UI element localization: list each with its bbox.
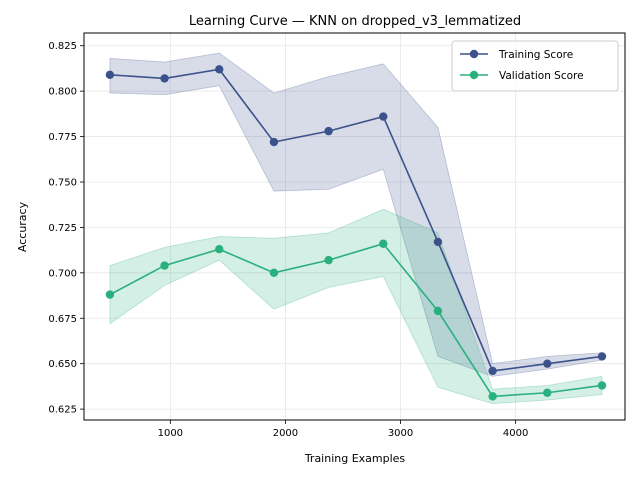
y-axis-label: Accuracy [16,201,29,252]
series-line [109,242,603,398]
series-point [215,65,224,74]
series-point [543,359,552,368]
series-point [543,388,552,397]
plot-frame [83,32,626,421]
y-tick-label: 0.625 [48,405,77,416]
series-point [215,245,224,254]
series-point [379,112,388,121]
series-point [597,381,607,390]
y-tick-label: 0.750 [48,177,77,188]
series-point [488,392,497,401]
series-point [269,137,279,147]
legend: Training Score Validation Score [451,40,619,92]
y-tick-label: 0.700 [48,268,77,279]
legend-marker [469,70,479,80]
x-tick-label: 1000 [158,428,183,439]
legend-label: Training Score [498,49,573,61]
series-point [488,366,497,376]
series-point [379,239,388,248]
chart-title: Learning Curve — KNN on dropped_v3_lemma… [189,14,521,29]
legend-marker [469,49,479,59]
confidence-bands [109,52,603,405]
x-tick-label: 3000 [388,428,413,439]
series-band [109,208,603,405]
series-point [160,261,169,270]
series-point [105,290,115,299]
series-points [105,65,607,401]
legend-label: Validation Score [499,70,584,82]
x-tick-label: 4000 [503,428,528,439]
y-tick-label: 0.775 [48,132,77,143]
series-line [109,68,603,372]
y-tick-label: 0.650 [48,359,77,370]
x-axis-label: Training Examples [304,452,406,465]
x-tick-label: 2000 [273,428,298,439]
series-point [324,126,333,136]
series-lines [109,68,603,398]
series-point [324,255,333,265]
y-axis-ticks: 0.625 0.650 0.675 0.700 0.725 0.750 0.775 0.800… [48,41,84,416]
series-band [109,52,603,377]
series-point [105,70,115,79]
y-tick-label: 0.725 [48,223,77,234]
y-tick-label: 0.675 [48,314,77,325]
series-point [269,268,279,278]
series-point [433,237,443,247]
series-point [597,352,607,361]
series-point [433,306,443,316]
y-tick-label: 0.825 [48,41,77,52]
legend-box [451,40,619,92]
y-tick-label: 0.800 [48,87,77,98]
x-axis-ticks: 1000 2000 3000 4000 [158,420,528,439]
series-point [160,74,169,83]
